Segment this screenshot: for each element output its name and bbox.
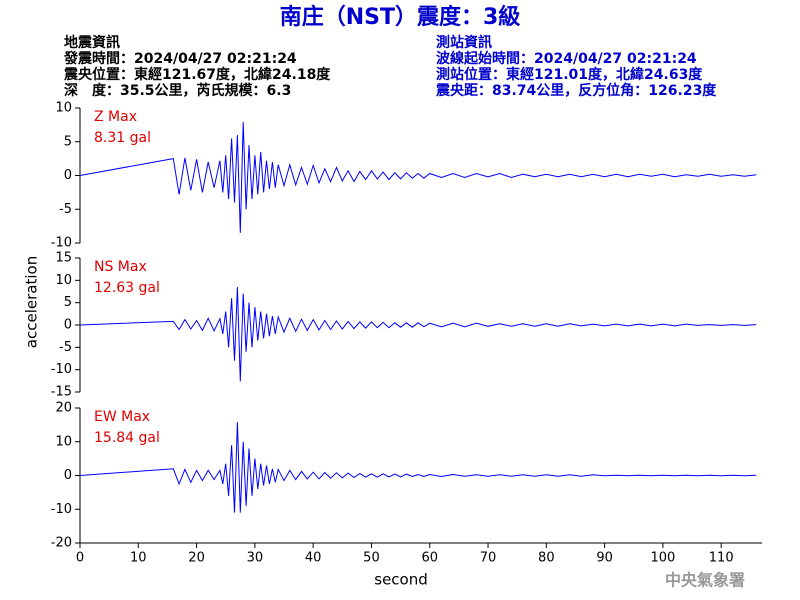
info-line: 震央距：83.74公里，反方位角：126.23度	[435, 82, 717, 99]
y-tick-label: 10	[55, 101, 72, 116]
info-line: 深 度：35.5公里，芮氏規模：6.3	[64, 82, 291, 99]
y-axis-label: acceleration	[23, 256, 41, 348]
waveform	[79, 422, 757, 513]
y-tick-label: -5	[59, 340, 72, 355]
y-tick-label: 5	[64, 134, 72, 149]
max-value: 8.31 gal	[94, 130, 151, 146]
y-tick-label: 10	[55, 273, 72, 288]
y-tick-label: 0	[64, 318, 72, 333]
x-tick-label: 50	[363, 551, 380, 566]
max-value: 12.63 gal	[94, 280, 160, 296]
x-tick-label: 90	[596, 551, 613, 566]
y-tick-label: -20	[51, 536, 72, 551]
y-tick-label: -10	[51, 236, 72, 251]
info-line: 震央位置：東經121.67度，北緯24.18度	[63, 66, 331, 83]
x-tick-label: 100	[650, 551, 675, 566]
x-axis-label: second	[374, 571, 428, 589]
x-tick-label: 30	[247, 551, 264, 566]
info-line: 地震資訊	[64, 34, 120, 51]
y-tick-label: 20	[55, 401, 72, 416]
x-tick-label: 40	[305, 551, 322, 566]
title: 南庄（NST）震度：3級	[280, 4, 521, 30]
waveform	[79, 286, 757, 382]
info-line: 波線起始時間：2024/04/27 02:21:24	[436, 50, 697, 67]
x-tick-label: 110	[709, 551, 734, 566]
x-tick-label: 60	[421, 551, 438, 566]
x-tick-label: 70	[480, 551, 497, 566]
y-tick-label: -5	[59, 202, 72, 217]
y-tick-label: 0	[64, 468, 72, 483]
x-tick-label: 0	[76, 551, 84, 566]
x-tick-label: 80	[538, 551, 555, 566]
y-tick-label: 10	[55, 434, 72, 449]
info-line: 測站資訊	[436, 34, 492, 51]
y-tick-label: 5	[64, 295, 72, 310]
waveform	[79, 122, 757, 233]
max-label: EW Max	[94, 409, 150, 425]
max-label: Z Max	[94, 109, 137, 125]
info-line: 發震時間：2024/04/27 02:21:24	[63, 50, 297, 67]
max-label: NS Max	[94, 259, 147, 275]
x-tick-label: 20	[188, 551, 205, 566]
x-tick-label: 10	[130, 551, 147, 566]
info-line: 測站位置：東經121.01度，北緯24.63度	[436, 66, 703, 83]
y-tick-label: -10	[51, 362, 72, 377]
y-tick-label: 0	[64, 168, 72, 183]
y-tick-label: 15	[55, 251, 72, 266]
y-tick-label: -10	[51, 502, 72, 517]
y-tick-label: -15	[51, 385, 72, 400]
footer: 中央氣象署	[665, 571, 745, 590]
max-value: 15.84 gal	[94, 430, 160, 446]
